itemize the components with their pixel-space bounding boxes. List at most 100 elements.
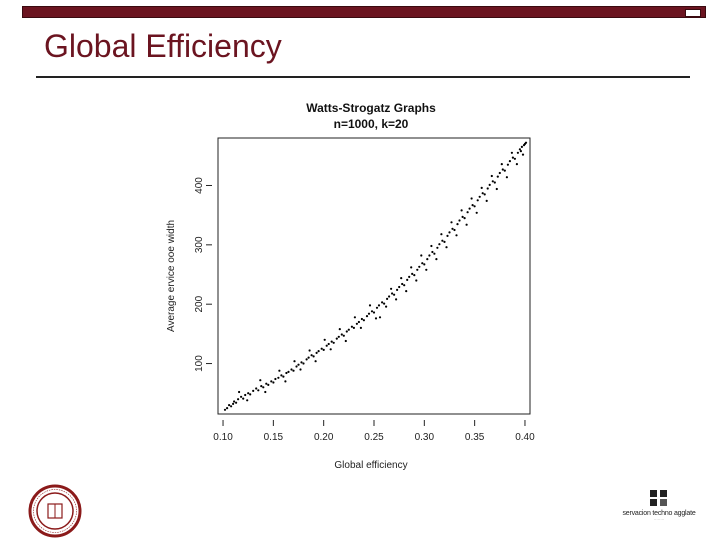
data-point xyxy=(232,402,235,405)
data-point xyxy=(287,370,290,373)
data-point xyxy=(340,333,343,336)
data-point xyxy=(280,374,283,377)
data-point xyxy=(515,163,518,166)
data-point xyxy=(396,288,399,291)
scatter-chart: Watts-Strogatz Graphs n=1000, k=20 0.10 0… xyxy=(166,101,535,471)
data-point xyxy=(353,316,356,319)
data-point xyxy=(257,389,260,392)
data-point xyxy=(329,348,332,351)
data-point xyxy=(233,400,236,403)
data-point xyxy=(395,298,398,301)
data-point xyxy=(403,284,406,287)
data-point xyxy=(270,380,273,383)
organization-logo-icon xyxy=(650,490,667,506)
y-axis-label: Average ervice ooe width xyxy=(166,220,177,332)
data-point xyxy=(520,145,523,148)
data-points xyxy=(223,141,528,411)
data-point xyxy=(235,401,238,404)
data-point xyxy=(505,176,508,179)
data-point xyxy=(317,350,320,353)
data-point xyxy=(368,304,372,307)
data-point xyxy=(307,356,310,359)
data-point xyxy=(323,338,326,341)
data-point xyxy=(391,292,394,295)
data-point xyxy=(510,151,513,154)
x-axis: 0.10 0.15 0.20 0.25 0.30 0.35 0.40 xyxy=(213,420,535,443)
top-bar-corner xyxy=(685,9,701,17)
x-tick-label: 0.10 xyxy=(213,432,233,443)
data-point xyxy=(400,277,403,280)
data-point xyxy=(426,258,429,261)
data-point xyxy=(524,141,528,144)
data-point xyxy=(465,223,468,226)
data-point xyxy=(223,408,227,411)
data-point xyxy=(471,204,474,207)
data-point xyxy=(463,217,466,220)
data-point xyxy=(491,180,494,183)
x-tick-label: 0.35 xyxy=(465,432,485,443)
data-point xyxy=(365,315,369,318)
data-point xyxy=(383,302,386,305)
data-point xyxy=(259,379,262,382)
y-axis: 100 200 300 400 xyxy=(194,177,212,372)
data-point xyxy=(274,377,277,381)
data-point xyxy=(456,223,459,226)
data-point xyxy=(440,233,443,236)
x-tick-label: 0.25 xyxy=(364,432,384,443)
chart-title: Watts-Strogatz Graphs xyxy=(306,101,436,115)
data-point xyxy=(264,390,267,394)
data-point xyxy=(381,301,384,304)
data-point xyxy=(378,316,382,319)
data-point xyxy=(290,368,293,371)
data-point xyxy=(481,192,484,195)
data-point xyxy=(418,265,421,268)
university-seal-icon xyxy=(28,484,82,538)
data-point xyxy=(496,175,499,178)
x-tick-label: 0.20 xyxy=(314,432,334,443)
data-point xyxy=(503,169,506,172)
data-point xyxy=(435,258,438,261)
data-point xyxy=(314,360,317,363)
data-point xyxy=(506,163,509,166)
data-point xyxy=(246,399,249,402)
data-point xyxy=(375,306,379,309)
data-point xyxy=(347,328,350,331)
data-point xyxy=(401,282,404,286)
data-point xyxy=(493,181,496,184)
data-point xyxy=(277,376,280,379)
data-point xyxy=(393,293,396,296)
data-point xyxy=(325,344,328,347)
x-tick-label: 0.15 xyxy=(264,432,284,443)
data-point xyxy=(511,156,514,159)
x-tick-label: 0.30 xyxy=(415,432,435,443)
data-point xyxy=(516,151,519,154)
data-point xyxy=(335,337,338,340)
data-point xyxy=(292,369,295,372)
data-point xyxy=(453,228,456,232)
data-point xyxy=(498,171,501,175)
y-tick-label: 100 xyxy=(194,355,205,372)
data-point xyxy=(428,254,431,257)
data-point xyxy=(421,262,424,265)
data-point xyxy=(299,368,302,371)
plot-frame xyxy=(217,137,531,415)
data-point xyxy=(308,349,311,352)
data-point xyxy=(352,326,355,329)
data-point xyxy=(265,382,268,385)
data-point xyxy=(284,380,287,383)
data-point xyxy=(322,348,325,351)
data-point xyxy=(406,278,409,281)
data-point xyxy=(408,275,411,278)
slide-title: Global Efficiency xyxy=(44,28,282,64)
data-point xyxy=(485,199,488,202)
data-point xyxy=(438,243,441,246)
data-point xyxy=(443,240,446,243)
data-point xyxy=(374,317,378,320)
data-point xyxy=(305,358,308,361)
data-point xyxy=(430,244,433,248)
data-point xyxy=(446,234,449,237)
data-point xyxy=(337,335,340,338)
chart-subtitle: n=1000, k=20 xyxy=(334,117,409,131)
data-point xyxy=(260,385,263,388)
data-point xyxy=(238,390,241,394)
